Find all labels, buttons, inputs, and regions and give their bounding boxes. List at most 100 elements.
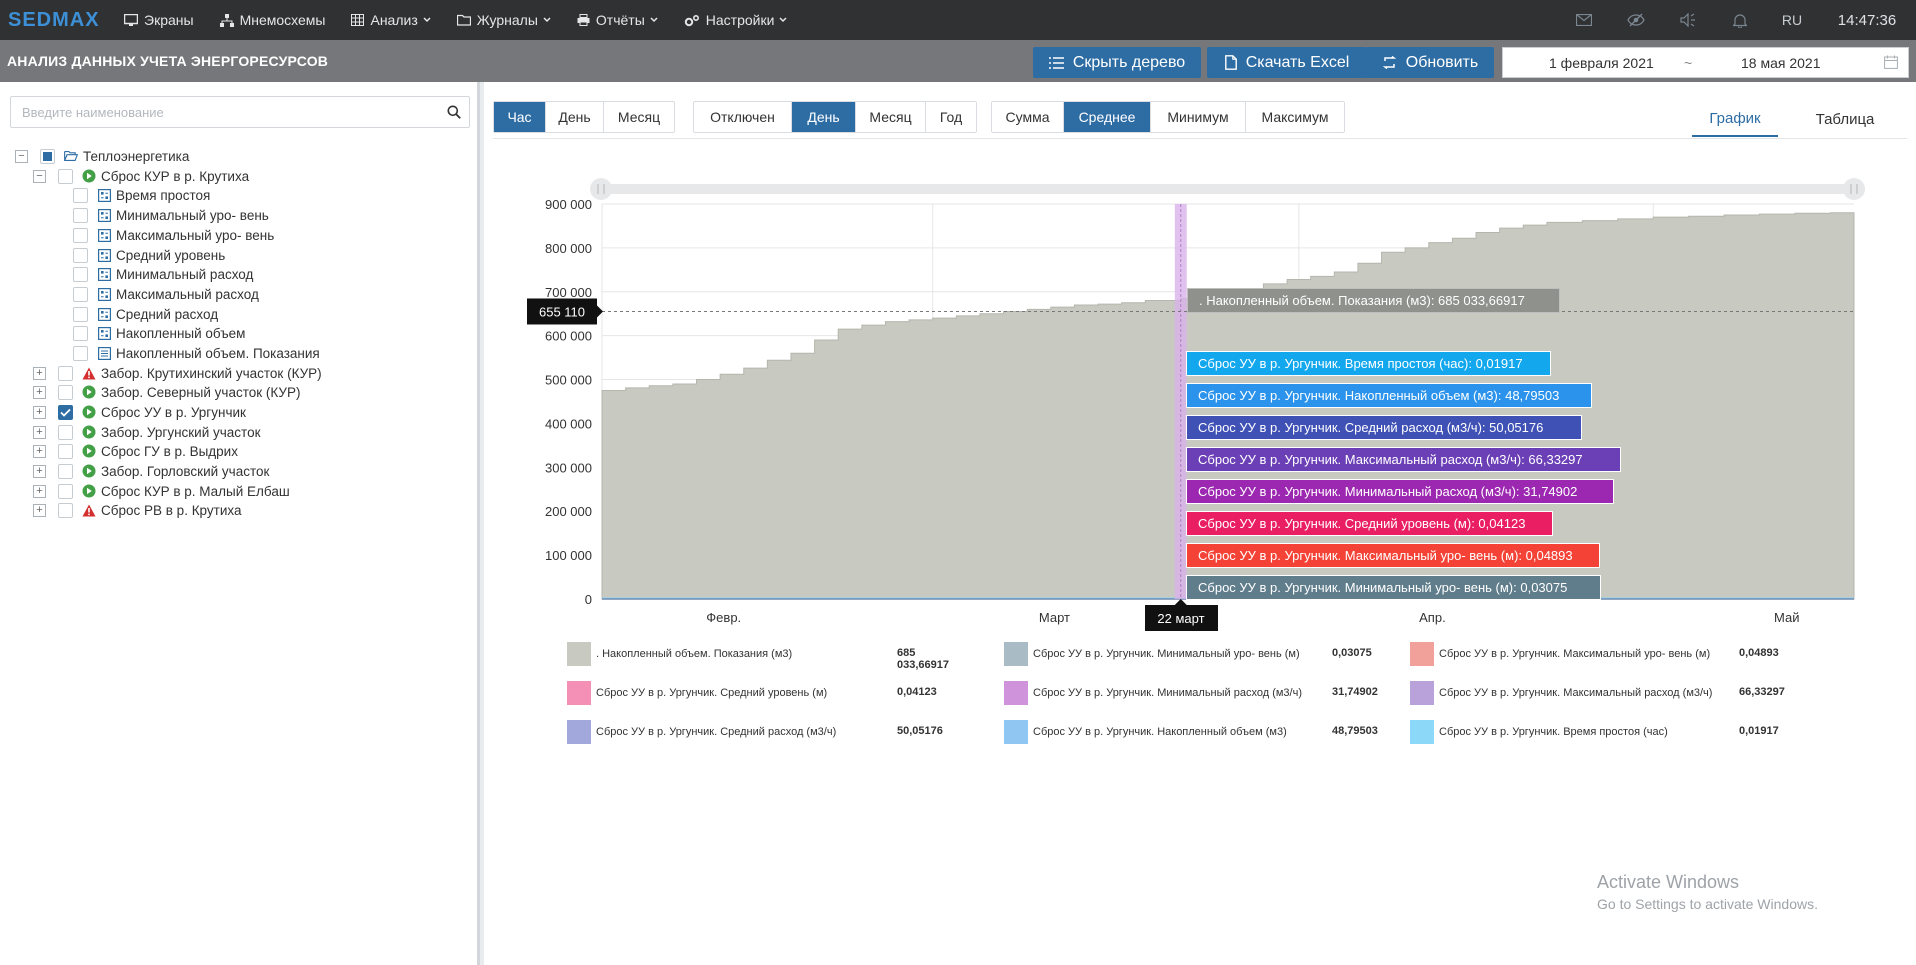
legend-value: 50,05176 xyxy=(897,725,943,737)
tab-table[interactable]: Таблица xyxy=(1815,110,1875,128)
app-logo[interactable]: SEDMAX xyxy=(8,8,100,31)
tree-leaf[interactable]: Минимальный расход xyxy=(73,264,253,284)
tree-node[interactable]: + Забор. Ургунский участок xyxy=(33,422,261,442)
tree-checkbox[interactable] xyxy=(40,148,55,164)
interval-month-button[interactable]: Месяц xyxy=(617,109,661,125)
tree-checkbox[interactable] xyxy=(73,187,88,203)
tree-checkbox[interactable] xyxy=(73,345,88,361)
expand-toggle[interactable]: + xyxy=(33,484,46,498)
legend-item[interactable]: Сброс УУ в р. Ургунчик. Минимальный уро-… xyxy=(1004,642,1300,666)
tree-node[interactable]: + Забор. Северный участок (КУР) xyxy=(33,382,300,402)
tree-checkbox[interactable] xyxy=(58,463,73,479)
nav-settings[interactable]: Настройки xyxy=(671,0,801,40)
tree-checkbox-checked[interactable] xyxy=(58,404,73,420)
eye-slash-icon[interactable] xyxy=(1610,0,1662,40)
tree-checkbox[interactable] xyxy=(58,384,73,400)
grouping-off-button[interactable]: Отключен xyxy=(694,102,792,132)
expand-toggle[interactable]: + xyxy=(33,405,46,419)
interval-day-button[interactable]: День xyxy=(546,102,604,132)
aggregate-min-button[interactable]: Минимум xyxy=(1151,102,1246,132)
grouping-month-button[interactable]: Месяц xyxy=(856,102,926,132)
tree-checkbox[interactable] xyxy=(73,306,88,322)
aggregate-sum-button[interactable]: Сумма xyxy=(992,102,1064,132)
legend-item[interactable]: Сброс УУ в р. Ургунчик. Время простоя (ч… xyxy=(1410,720,1668,744)
expand-toggle[interactable]: + xyxy=(33,425,46,439)
date-range-picker[interactable]: 1 февраля 2021 ~ 18 мая 2021 xyxy=(1502,47,1909,78)
legend-item[interactable]: Сброс УУ в р. Ургунчик. Максимальный рас… xyxy=(1410,681,1712,705)
tab-divider xyxy=(493,138,1907,139)
legend-item[interactable]: Сброс УУ в р. Ургунчик. Накопленный объе… xyxy=(1004,720,1287,744)
calendar-icon[interactable] xyxy=(1884,55,1898,69)
nav-journals[interactable]: Журналы xyxy=(444,0,564,40)
search-input[interactable] xyxy=(11,97,431,127)
collapse-toggle[interactable]: − xyxy=(33,169,46,183)
grouping-day-button[interactable]: День xyxy=(792,102,856,132)
tree-node-expanded[interactable]: − Сброс КУР в р. Крутиха xyxy=(33,166,249,186)
legend-swatch xyxy=(1410,642,1434,666)
nav-screens[interactable]: Экраны xyxy=(120,0,207,40)
expand-toggle[interactable]: + xyxy=(33,444,46,458)
tree-leaf[interactable]: Средний уровень xyxy=(73,245,225,265)
tree-node[interactable]: + Забор. Горловский участок xyxy=(33,461,269,481)
tree-leaf[interactable]: Минимальный уро- вень xyxy=(73,205,269,225)
tree-leaf[interactable]: Время простоя xyxy=(73,185,210,205)
tree-checkbox[interactable] xyxy=(73,325,88,341)
expand-toggle[interactable]: + xyxy=(33,503,46,517)
language-selector[interactable]: RU xyxy=(1781,12,1803,28)
legend-item[interactable]: Сброс УУ в р. Ургунчик. Средний расход (… xyxy=(567,720,836,744)
tree-checkbox[interactable] xyxy=(58,424,73,440)
mail-icon[interactable] xyxy=(1558,0,1610,40)
tree-checkbox[interactable] xyxy=(73,227,88,243)
aggregate-avg-button[interactable]: Среднее xyxy=(1064,102,1151,132)
expand-toggle[interactable]: + xyxy=(33,464,46,478)
tree-checkbox[interactable] xyxy=(58,502,73,518)
tree-node-root[interactable]: − Теплоэнергетика xyxy=(15,146,189,166)
tree-leaf[interactable]: Максимальный уро- вень xyxy=(73,225,274,245)
tree-checkbox[interactable] xyxy=(73,266,88,282)
search-icon[interactable] xyxy=(447,105,461,119)
clock: 14:47:36 xyxy=(1837,11,1897,29)
legend-item[interactable]: Сброс УУ в р. Ургунчик. Максимальный уро… xyxy=(1410,642,1710,666)
tree-checkbox[interactable] xyxy=(58,443,73,459)
tree-node[interactable]: + Сброс ГУ в р. Выдрих xyxy=(33,441,238,461)
tree-leaf[interactable]: Средний расход xyxy=(73,304,218,324)
grouping-year-button[interactable]: Год xyxy=(939,109,963,125)
refresh-button[interactable]: Обновить xyxy=(1366,47,1494,78)
tree-node[interactable]: + Сброс КУР в р. Малый Елбаш xyxy=(33,481,290,501)
nav-analysis[interactable]: Анализ xyxy=(338,0,443,40)
tree-checkbox[interactable] xyxy=(58,168,73,184)
legend-value: 66,33297 xyxy=(1739,686,1785,698)
bell-icon[interactable] xyxy=(1714,0,1766,40)
tree-leaf[interactable]: Накопленный объем. Показания xyxy=(73,343,320,363)
tree-checkbox[interactable] xyxy=(58,483,73,499)
download-excel-button[interactable]: Скачать Excel xyxy=(1207,47,1367,78)
date-to[interactable]: 18 мая 2021 xyxy=(1741,54,1821,71)
expand-toggle[interactable]: + xyxy=(33,366,46,380)
collapse-toggle[interactable]: − xyxy=(15,149,28,163)
tab-chart[interactable]: График xyxy=(1692,101,1778,137)
tree-checkbox[interactable] xyxy=(73,247,88,263)
hide-tree-button[interactable]: Скрыть дерево xyxy=(1033,47,1201,78)
tree-leaf[interactable]: Накопленный объем xyxy=(73,323,245,343)
activate-windows-watermark: Activate Windows Go to Settings to activ… xyxy=(1597,872,1818,912)
tree-leaf[interactable]: Максимальный расход xyxy=(73,284,259,304)
date-from[interactable]: 1 февраля 2021 xyxy=(1549,54,1654,71)
tree-checkbox[interactable] xyxy=(58,365,73,381)
nav-mnemonics[interactable]: Мнемосхемы xyxy=(207,0,339,40)
nav-reports[interactable]: Отчёты xyxy=(564,0,671,40)
legend-value: 0,03075 xyxy=(1332,647,1372,659)
legend-item[interactable]: Сброс УУ в р. Ургунчик. Минимальный расх… xyxy=(1004,681,1302,705)
volume-icon[interactable] xyxy=(1662,0,1714,40)
tree-node[interactable]: + Забор. Крутихинский участок (КУР) xyxy=(33,363,322,383)
tree-node[interactable]: + Сброс РВ в р. Крутиха xyxy=(33,500,242,520)
tree-checkbox[interactable] xyxy=(73,286,88,302)
tree-node[interactable]: + Сброс УУ в р. Ургунчик xyxy=(33,402,246,422)
legend-item[interactable]: Сброс УУ в р. Ургунчик. Средний уровень … xyxy=(567,681,827,705)
legend-value: 31,74902 xyxy=(1332,686,1378,698)
aggregate-max-button[interactable]: Максимум xyxy=(1261,109,1329,125)
expand-toggle[interactable]: + xyxy=(33,385,46,399)
tree-checkbox[interactable] xyxy=(73,207,88,223)
interval-hour-button[interactable]: Час xyxy=(494,102,546,132)
watermark-title: Activate Windows xyxy=(1597,872,1740,892)
legend-item[interactable]: . Накопленный объем. Показания (м3) xyxy=(567,642,792,666)
